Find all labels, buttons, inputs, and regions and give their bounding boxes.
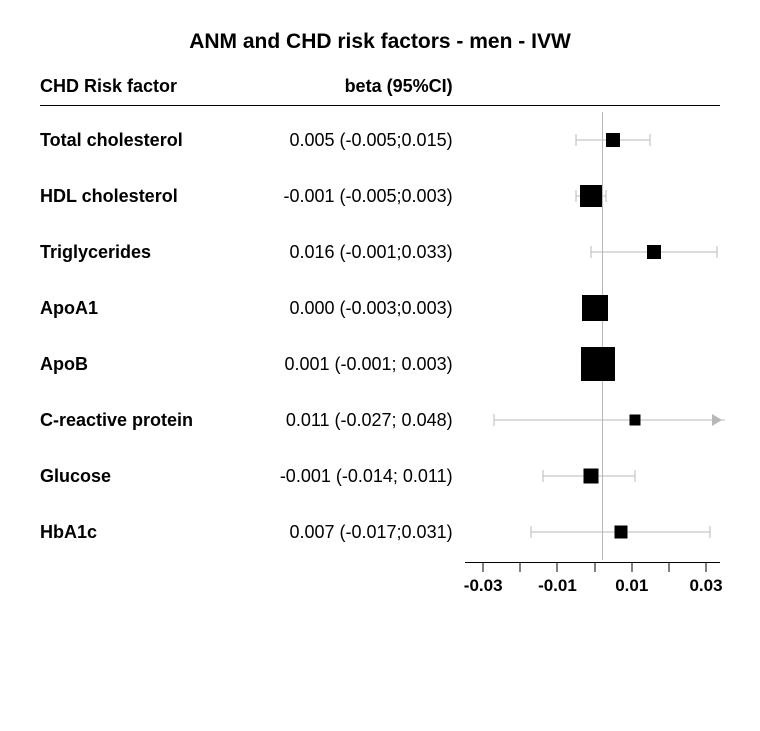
axis-tick-label: -0.03 [464, 576, 503, 596]
row-plot [465, 336, 720, 392]
axis-line [465, 562, 720, 563]
header-plot-spacer [465, 76, 720, 97]
axis-tick [668, 562, 669, 572]
row-ci-text: 0.005 (-0.005;0.015) [236, 130, 464, 151]
row-ci-text: -0.001 (-0.005;0.003) [236, 186, 464, 207]
ci-cap-low [576, 190, 577, 202]
row-ci-text: 0.000 (-0.003;0.003) [236, 298, 464, 319]
axis-tick [520, 562, 521, 572]
point-marker [581, 347, 615, 381]
row-plot [465, 280, 720, 336]
ci-cap-low [531, 526, 532, 538]
ci-cap-high [635, 470, 636, 482]
ci-cap-high [605, 190, 606, 202]
axis-tick-label: -0.01 [538, 576, 577, 596]
forest-row: Triglycerides0.016 (-0.001;0.033) [40, 224, 720, 280]
axis-tick-label: 0.01 [615, 576, 648, 596]
ci-cap-high [709, 526, 710, 538]
ci-cap-low [494, 414, 495, 426]
x-axis: -0.03 -0.01 0.01 0.03 [465, 562, 720, 612]
row-plot [465, 112, 720, 168]
row-label: Triglycerides [40, 242, 236, 263]
axis-tick [594, 562, 595, 572]
axis-tick-label: 0.03 [689, 576, 722, 596]
row-plot [465, 168, 720, 224]
ci-cap-low [576, 134, 577, 146]
row-label: HbA1c [40, 522, 236, 543]
forest-row: ApoB0.001 (-0.001; 0.003) [40, 336, 720, 392]
axis-tick [706, 562, 707, 572]
axis-tick [483, 562, 484, 572]
ci-arrow-right-icon [712, 414, 722, 426]
point-marker [606, 133, 620, 147]
row-ci-text: 0.016 (-0.001;0.033) [236, 242, 464, 263]
row-ci-text: -0.001 (-0.014; 0.011) [236, 466, 464, 487]
row-ci-text: 0.011 (-0.027; 0.048) [236, 410, 464, 431]
axis-spacer-1 [40, 562, 236, 612]
forest-row: C-reactive protein0.011 (-0.027; 0.048) [40, 392, 720, 448]
point-marker [580, 185, 602, 207]
row-plot [465, 448, 720, 504]
row-plot [465, 392, 720, 448]
row-label: ApoB [40, 354, 236, 375]
point-marker [647, 245, 661, 259]
axis-spacer-2 [236, 562, 464, 612]
forest-row: ApoA10.000 (-0.003;0.003) [40, 280, 720, 336]
row-ci-text: 0.007 (-0.017;0.031) [236, 522, 464, 543]
header-rule [40, 105, 720, 106]
axis-tick [631, 562, 632, 572]
row-label: HDL cholesterol [40, 186, 236, 207]
chart-title: ANM and CHD risk factors - men - IVW [40, 30, 720, 54]
axis-tick [557, 562, 558, 572]
header-label: CHD Risk factor [40, 76, 236, 97]
row-ci-text: 0.001 (-0.001; 0.003) [236, 354, 464, 375]
row-label: Total cholesterol [40, 130, 236, 151]
forest-plot-figure: ANM and CHD risk factors - men - IVW CHD… [0, 0, 760, 731]
point-marker [630, 415, 641, 426]
ci-cap-low [542, 470, 543, 482]
axis-wrap: -0.03 -0.01 0.01 0.03 [40, 562, 720, 612]
header-row: CHD Risk factor beta (95%CI) [40, 76, 720, 105]
point-marker [582, 295, 608, 321]
forest-row: Glucose-0.001 (-0.014; 0.011) [40, 448, 720, 504]
ci-cap-high [650, 134, 651, 146]
ci-line [494, 420, 724, 421]
point-marker [614, 526, 627, 539]
forest-row: HDL cholesterol-0.001 (-0.005;0.003) [40, 168, 720, 224]
header-ci: beta (95%CI) [236, 76, 464, 97]
row-label: Glucose [40, 466, 236, 487]
forest-row: Total cholesterol0.005 (-0.005;0.015) [40, 112, 720, 168]
forest-row: HbA1c0.007 (-0.017;0.031) [40, 504, 720, 560]
row-plot [465, 224, 720, 280]
forest-rows: Total cholesterol0.005 (-0.005;0.015)HDL… [40, 112, 720, 560]
row-label: ApoA1 [40, 298, 236, 319]
row-label: C-reactive protein [40, 410, 236, 431]
point-marker [583, 469, 598, 484]
ci-cap-low [590, 246, 591, 258]
ci-cap-high [717, 246, 718, 258]
row-plot [465, 504, 720, 560]
